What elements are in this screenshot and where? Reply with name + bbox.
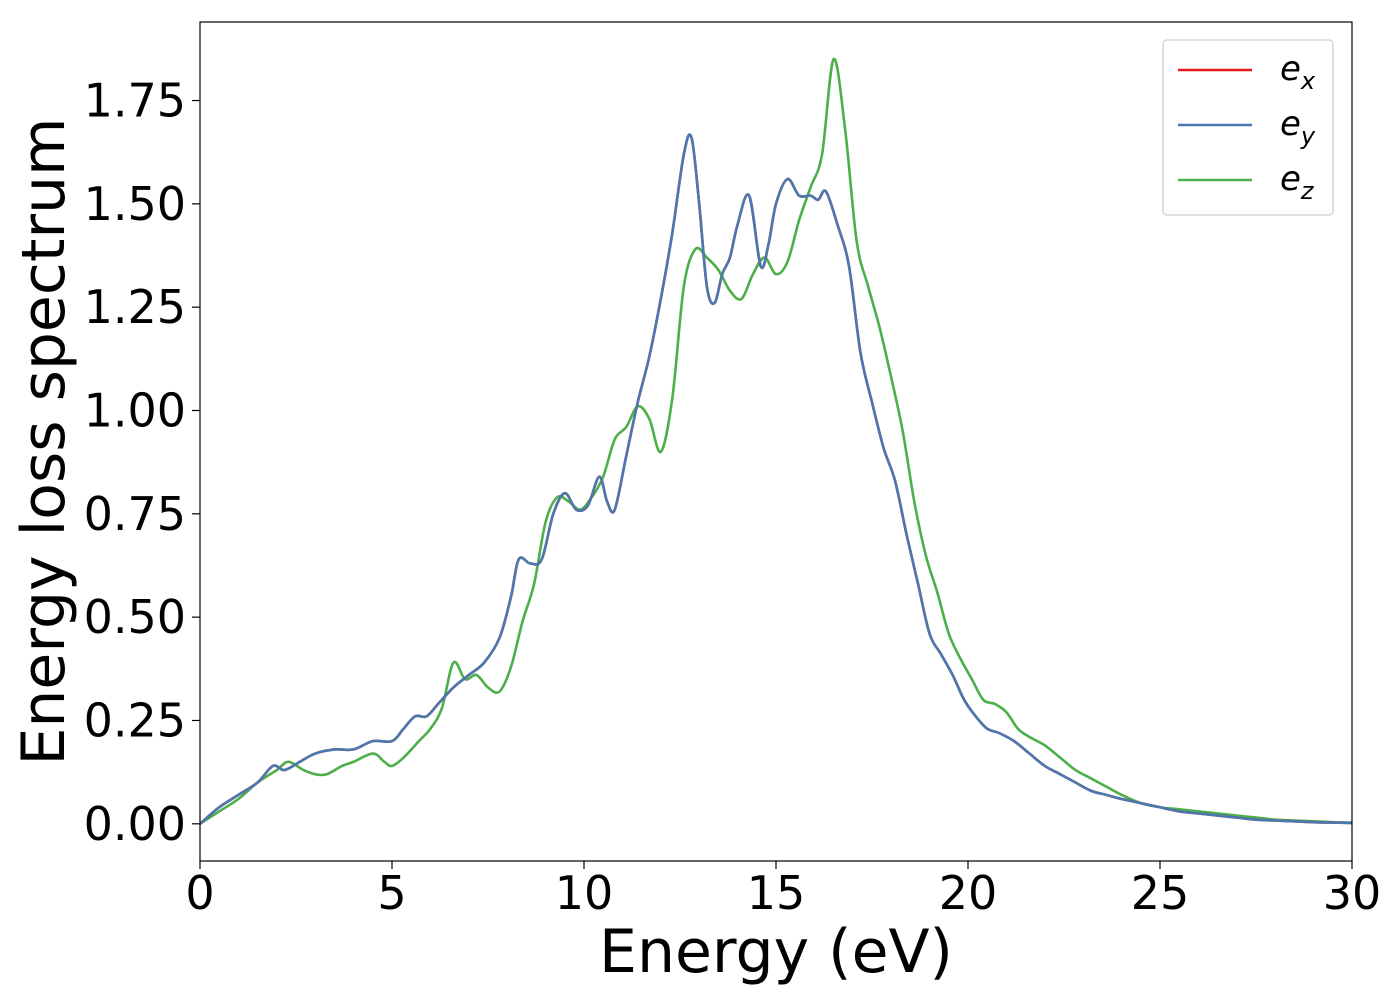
legend: ex ey ez: [1162, 39, 1334, 216]
x-tick-label: 25: [1131, 866, 1190, 920]
x-axis-ticks: 0 5 10 15 20 25 30: [185, 861, 1381, 920]
legend-label-z: ez: [1280, 159, 1315, 205]
y-tick-label: 0.00: [84, 797, 186, 851]
y-axis-label: Energy loss spectrum: [9, 117, 79, 765]
y-tick-label: 0.75: [84, 487, 186, 541]
x-tick-label: 15: [747, 866, 806, 920]
series-layer: [200, 57, 1352, 826]
series-line-x: [200, 133, 1352, 826]
y-tick-label: 0.25: [84, 693, 186, 747]
y-tick-label: 1.25: [84, 280, 186, 334]
y-tick-label: 0.50: [84, 590, 186, 644]
x-tick-label: 5: [377, 866, 406, 920]
legend-label-x: ex: [1280, 49, 1316, 95]
y-tick-label: 1.50: [84, 177, 186, 231]
legend-items: ex ey ez: [1178, 49, 1316, 205]
series-line-z: [200, 57, 1352, 826]
x-tick-label: 0: [185, 866, 214, 920]
y-tick-label: 1.00: [84, 384, 186, 438]
y-axis-ticks: 0.00 0.25 0.50 0.75 1.00 1.25 1.50 1.75: [84, 74, 200, 851]
legend-label-y: ey: [1280, 104, 1316, 150]
x-axis-label: Energy (eV): [599, 917, 953, 987]
legend-box: [1162, 39, 1334, 216]
x-tick-label: 10: [555, 866, 614, 920]
series-line-y: [200, 133, 1352, 826]
x-tick-label: 30: [1323, 866, 1382, 920]
y-tick-label: 1.75: [84, 74, 186, 128]
x-tick-label: 20: [939, 866, 998, 920]
